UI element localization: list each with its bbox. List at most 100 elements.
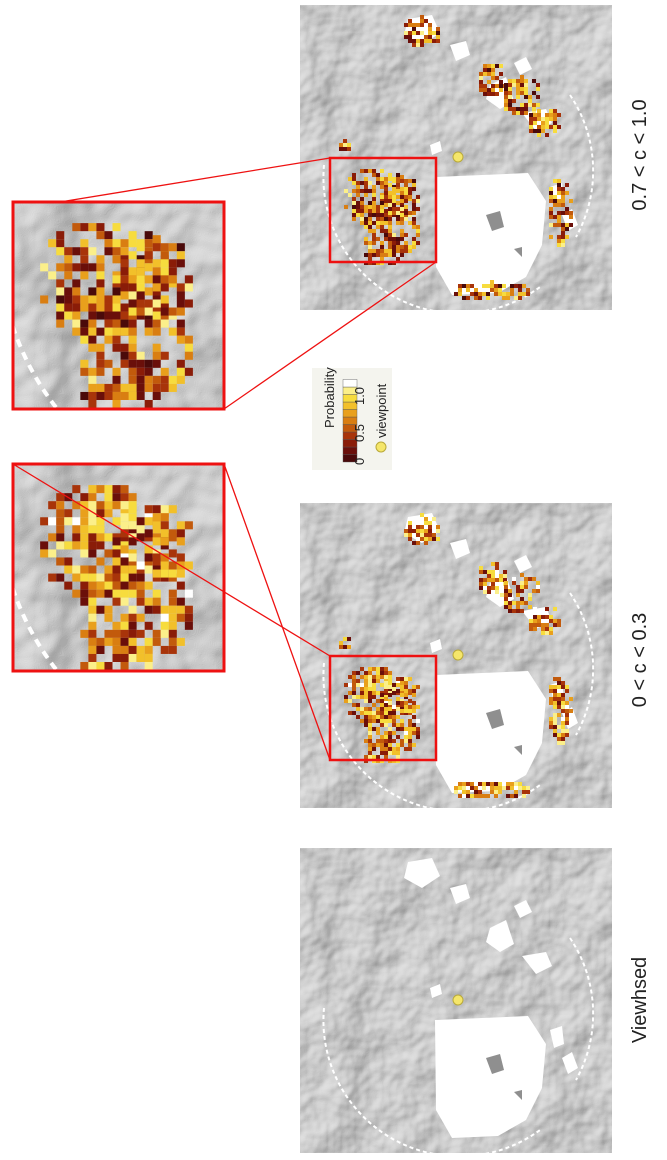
probability-cell — [553, 113, 557, 117]
probability-cell — [412, 211, 416, 215]
probability-cell — [549, 725, 553, 729]
probability-cell — [352, 213, 356, 217]
probability-cell — [545, 125, 549, 129]
probability-cell — [557, 183, 561, 187]
probability-cell — [569, 211, 573, 215]
probability-cell — [396, 701, 400, 705]
probability-cell — [514, 782, 518, 786]
probability-cell — [364, 193, 368, 197]
probability-cell — [388, 237, 392, 241]
probability-cell — [392, 253, 396, 257]
probability-cell — [508, 601, 512, 605]
probability-cell — [466, 790, 470, 794]
probability-cell — [396, 173, 400, 177]
probability-cell — [541, 129, 545, 133]
probability-cell — [520, 107, 524, 111]
probability-cell — [368, 699, 372, 703]
probability-cell — [557, 733, 561, 737]
probability-cell — [524, 577, 528, 581]
probability-cell — [561, 681, 565, 685]
probability-cell — [368, 675, 372, 679]
probability-cell — [549, 125, 553, 129]
probability-cell — [504, 605, 508, 609]
probability-cell — [408, 221, 412, 225]
probability-cell — [380, 739, 384, 743]
probability-cell — [348, 699, 352, 703]
probability-cell — [533, 121, 537, 125]
probability-cell — [392, 211, 396, 215]
probability-cell — [482, 794, 486, 798]
probability-cell — [412, 39, 416, 43]
probability-cell — [508, 605, 512, 609]
probability-cell — [487, 92, 491, 96]
probability-cell — [400, 709, 404, 713]
probability-cell — [364, 691, 368, 695]
probability-cell — [520, 103, 524, 107]
probability-cell — [565, 721, 569, 725]
probability-cell — [557, 179, 561, 183]
probability-cell — [424, 39, 428, 43]
probability-cell — [553, 125, 557, 129]
probability-cell — [420, 19, 424, 23]
probability-cell — [408, 179, 412, 183]
probability-cell — [352, 189, 356, 193]
probability-cell — [400, 191, 404, 195]
probability-cell — [376, 249, 380, 253]
probability-cell — [462, 296, 466, 300]
probability-cell — [360, 675, 364, 679]
probability-cell — [522, 790, 526, 794]
probability-cell — [458, 782, 462, 786]
probability-cell — [344, 189, 348, 193]
probability-cell — [424, 541, 428, 545]
probability-cell — [364, 675, 368, 679]
probability-cell — [356, 213, 360, 217]
probability-cell — [400, 207, 404, 211]
probability-cell — [404, 245, 408, 249]
probability-cell — [487, 72, 491, 76]
probability-cell — [352, 205, 356, 209]
probability-cell — [384, 719, 388, 723]
probability-cell — [549, 199, 553, 203]
probability-cell — [557, 243, 561, 247]
probability-cell — [504, 593, 508, 597]
probability-cell — [396, 207, 400, 211]
probability-cell — [508, 99, 512, 103]
probability-cell — [368, 225, 372, 229]
probability-cell — [376, 679, 380, 683]
probability-cell — [372, 687, 376, 691]
probability-cell — [384, 217, 388, 221]
probability-cell — [516, 609, 520, 613]
probability-cell — [436, 39, 440, 43]
probability-cell — [553, 129, 557, 133]
probability-cell — [400, 743, 404, 747]
probability-cell — [376, 213, 380, 217]
probability-cell — [508, 609, 512, 613]
probability-cell — [541, 615, 545, 619]
probability-cell — [495, 562, 499, 566]
probability-cell — [478, 782, 482, 786]
probability-cell — [400, 195, 404, 199]
probability-cell — [506, 794, 510, 798]
probability-cell — [404, 187, 408, 191]
probability-cell — [536, 581, 540, 585]
probability-cell — [384, 181, 388, 185]
probability-cell — [384, 187, 388, 191]
probability-cell — [364, 711, 368, 715]
probability-cell — [412, 705, 416, 709]
probability-cell — [404, 199, 408, 203]
probability-cell — [508, 87, 512, 91]
probability-cell — [368, 221, 372, 225]
probability-cell — [557, 235, 561, 239]
probability-cell — [392, 249, 396, 253]
probability-cell — [400, 681, 404, 685]
probability-cell — [416, 43, 420, 47]
probability-cell — [384, 685, 388, 689]
probability-cell — [474, 296, 478, 300]
probability-cell — [368, 189, 372, 193]
probability-cell — [483, 570, 487, 574]
probability-cell — [348, 711, 352, 715]
probability-cell — [498, 284, 502, 288]
probability-cell — [376, 699, 380, 703]
probability-cell — [529, 113, 533, 117]
probability-cell — [412, 693, 416, 697]
